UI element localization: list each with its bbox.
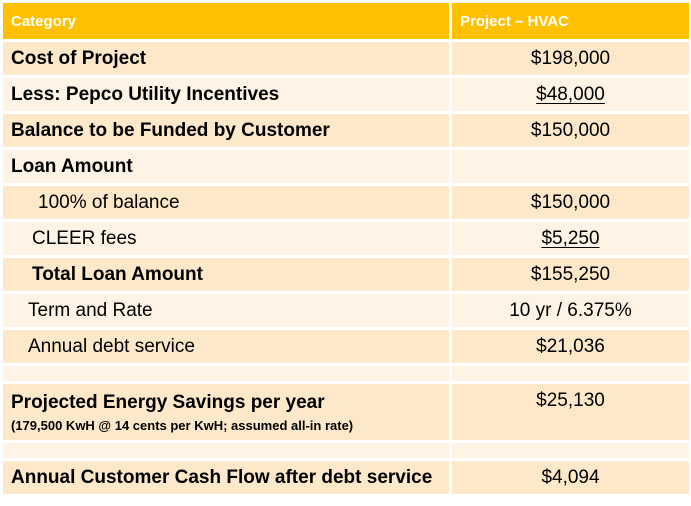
row-value: 10 yr / 6.375% <box>452 294 689 327</box>
financing-table: Category Project – HVAC Cost of Project … <box>3 3 689 497</box>
row-value: $25,130 <box>452 384 689 440</box>
table-row: Less: Pepco Utility Incentives $48,000 <box>3 78 689 111</box>
table-row: Total Loan Amount $155,250 <box>3 258 689 291</box>
table-row: Projected Energy Savings per year (179,5… <box>3 384 689 440</box>
row-label: Term and Rate <box>3 294 449 327</box>
row-label: Less: Pepco Utility Incentives <box>3 78 449 111</box>
row-value <box>452 366 689 381</box>
row-value: $5,250 <box>452 222 689 255</box>
table-row-spacer <box>3 443 689 458</box>
row-label: Projected Energy Savings per year <box>11 391 325 413</box>
table-row: Annual debt service $21,036 <box>3 330 689 363</box>
row-label: CLEER fees <box>3 222 449 255</box>
row-label-group: Projected Energy Savings per year (179,5… <box>3 384 449 440</box>
table-row: Loan Amount <box>3 150 689 183</box>
table-row: Term and Rate 10 yr / 6.375% <box>3 294 689 327</box>
row-label: Annual debt service <box>3 330 449 363</box>
row-label: Total Loan Amount <box>3 258 449 291</box>
row-label: Loan Amount <box>3 150 449 183</box>
row-label: Annual Customer Cash Flow after debt ser… <box>3 461 449 494</box>
category-column-header: Category <box>3 3 449 39</box>
row-value: $155,250 <box>452 258 689 291</box>
row-label <box>3 366 449 381</box>
row-value: $21,036 <box>452 330 689 363</box>
row-value: $150,000 <box>452 186 689 219</box>
row-label: 100% of balance <box>3 186 449 219</box>
table-row: Annual Customer Cash Flow after debt ser… <box>3 461 689 494</box>
row-value: $198,000 <box>452 42 689 75</box>
row-value <box>452 443 689 458</box>
row-value <box>452 150 689 183</box>
table-row: Balance to be Funded by Customer $150,00… <box>3 114 689 147</box>
row-label <box>3 443 449 458</box>
table-row: CLEER fees $5,250 <box>3 222 689 255</box>
row-value: $150,000 <box>452 114 689 147</box>
table-row-spacer <box>3 366 689 381</box>
table-row: Cost of Project $198,000 <box>3 42 689 75</box>
table-header-row: Category Project – HVAC <box>3 3 689 39</box>
row-sublabel: (179,500 KwH @ 14 cents per KwH; assumed… <box>11 417 354 433</box>
row-value: $48,000 <box>452 78 689 111</box>
table-row: 100% of balance $150,000 <box>3 186 689 219</box>
row-label: Cost of Project <box>3 42 449 75</box>
project-column-header: Project – HVAC <box>452 3 689 39</box>
row-value: $4,094 <box>452 461 689 494</box>
row-label: Balance to be Funded by Customer <box>3 114 449 147</box>
